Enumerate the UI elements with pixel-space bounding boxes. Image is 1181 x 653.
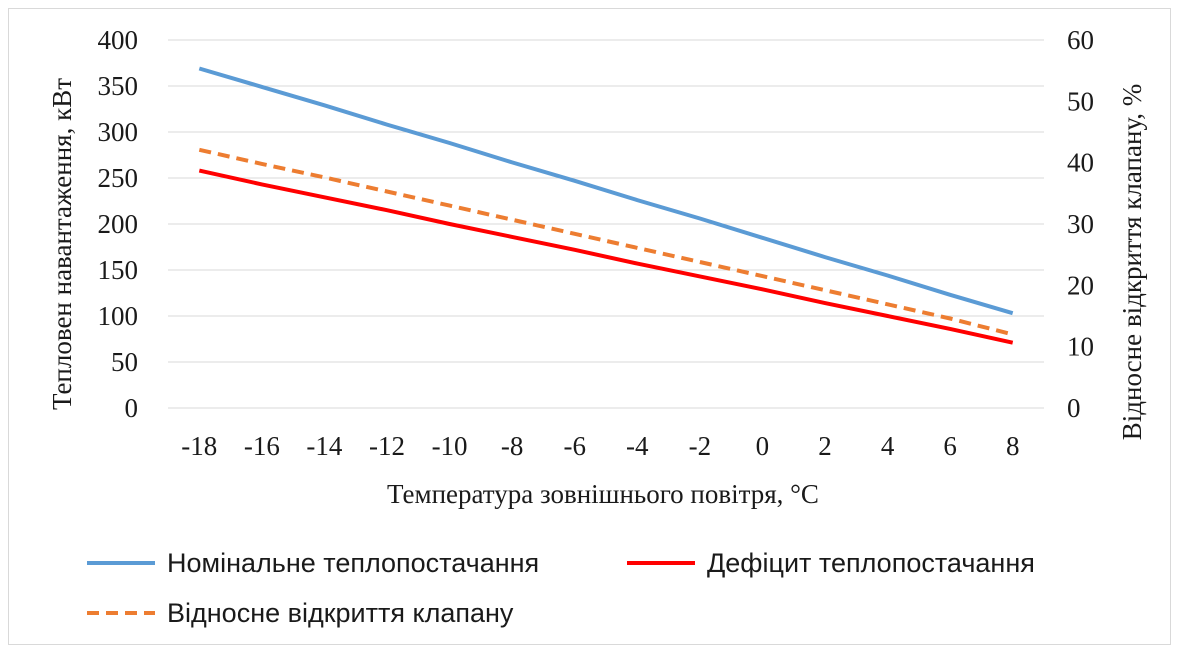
x-tick-label: 6 [943, 431, 957, 461]
series-line-1 [198, 66, 1014, 316]
y2-axis-tick-labels: 0 10 20 30 40 50 60 [1067, 25, 1094, 423]
legend-label-2: Дефіцит теплопостачання [707, 548, 1035, 578]
series-lines [198, 66, 1014, 345]
y-tick-label: 400 [98, 25, 139, 55]
y-tick-label: 300 [98, 117, 139, 147]
y-tick-label: 350 [98, 71, 139, 101]
y-tick-label: 0 [125, 393, 139, 423]
y2-tick-label: 50 [1067, 86, 1094, 116]
x-tick-label: -4 [626, 431, 649, 461]
y-tick-label: 50 [111, 347, 138, 377]
y2-axis-title: Відносне відкриття клапану, % [1117, 84, 1147, 440]
x-tick-label: 2 [818, 431, 832, 461]
y2-tick-label: 20 [1067, 270, 1094, 300]
x-tick-label: -2 [689, 431, 712, 461]
y-tick-label: 200 [98, 209, 139, 239]
legend-label-3: Відносне відкриття клапану [167, 598, 514, 628]
legend: Номінальне теплопостачання Дефіцит теплоп… [87, 548, 1035, 628]
y2-tick-label: 10 [1067, 332, 1094, 362]
x-tick-label: 4 [881, 431, 895, 461]
series-line-3 [198, 147, 1014, 337]
x-tick-label: -10 [432, 431, 468, 461]
y-axis-title: Тепловен навантаження, кВт [47, 78, 77, 410]
x-tick-label: -14 [306, 431, 342, 461]
gridlines [168, 39, 1044, 409]
y2-tick-label: 0 [1067, 393, 1081, 423]
legend-label-1: Номінальне теплопостачання [167, 548, 539, 578]
x-tick-label: 8 [1006, 431, 1020, 461]
x-tick-label: -6 [563, 431, 586, 461]
x-axis-tick-labels: -18 -16 -14 -12 -10 -8 -6 -4 -2 0 2 4 6 8 [181, 431, 1019, 461]
y-tick-label: 150 [98, 255, 139, 285]
x-tick-label: -16 [244, 431, 280, 461]
y2-tick-label: 60 [1067, 25, 1094, 55]
series-line-2 [198, 168, 1014, 345]
y2-tick-label: 30 [1067, 209, 1094, 239]
y-tick-label: 250 [98, 163, 139, 193]
y2-tick-label: 40 [1067, 148, 1094, 178]
chart-frame [8, 8, 1171, 645]
x-tick-label: -8 [501, 431, 524, 461]
x-axis-title: Температура зовнішнього повітря, °C [387, 479, 819, 509]
y-tick-label: 100 [98, 301, 139, 331]
x-tick-label: -12 [369, 431, 405, 461]
x-tick-label: 0 [756, 431, 770, 461]
x-tick-label: -18 [181, 431, 217, 461]
y-axis-tick-labels: 0 50 100 150 200 250 300 350 400 [98, 25, 139, 423]
